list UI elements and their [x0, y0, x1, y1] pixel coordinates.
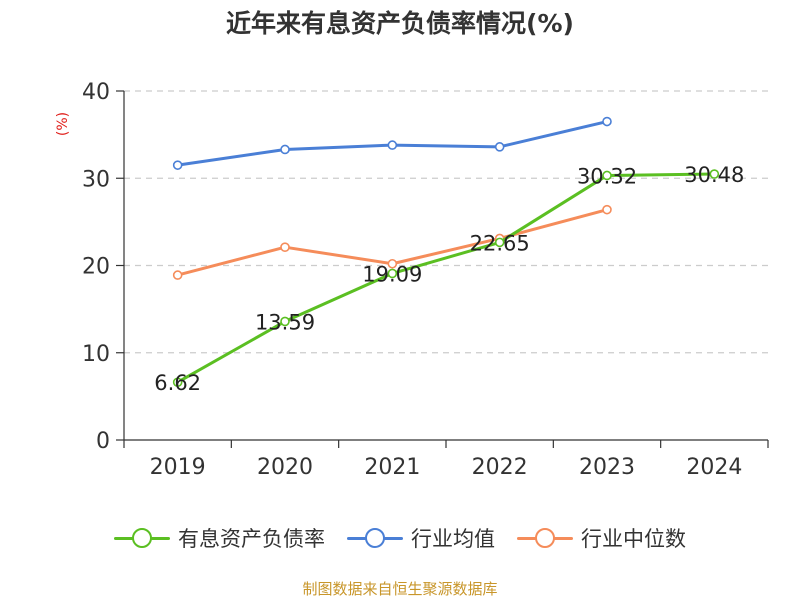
- axes: 0 10 20 30 40 2019 2020 2021 2022 2023 2024: [82, 80, 769, 480]
- data-point: [602, 116, 612, 127]
- legend-label: 有息资产负债率: [178, 527, 325, 551]
- data-point: [172, 160, 183, 170]
- data-point: [172, 270, 183, 280]
- x-tick-label: 2023: [579, 455, 635, 480]
- legend-item[interactable]: 行业均值: [347, 523, 495, 553]
- x-tick-label: 2021: [364, 455, 420, 480]
- y-tick-label: 20: [82, 255, 110, 280]
- chart-title: 近年来有息资产负债率情况(%): [226, 9, 574, 38]
- data-point: [709, 169, 720, 179]
- data-point: [387, 140, 398, 150]
- x-tick-label: 2022: [472, 455, 528, 480]
- source-note: 制图数据来自恒生聚源数据库: [302, 580, 498, 598]
- data-point: [280, 144, 290, 155]
- x-tick-label: 2020: [257, 455, 313, 480]
- series-line: [176, 172, 716, 384]
- x-tick-label: 2024: [686, 455, 742, 480]
- legend: 有息资产负债率 行业均值 行业中位数: [0, 518, 800, 558]
- data-label: 30.32: [577, 164, 637, 188]
- legend-marker-icon: [347, 526, 403, 550]
- data-point: [387, 258, 398, 269]
- legend-label: 行业均值: [411, 527, 495, 551]
- legend-label: 行业中位数: [581, 527, 686, 551]
- data-point: [280, 242, 290, 252]
- y-tick-label: 0: [96, 429, 110, 454]
- legend-marker-icon: [517, 526, 573, 550]
- data-label: 6.62: [154, 371, 201, 395]
- data-point: [494, 237, 505, 248]
- y-tick-label: 10: [82, 342, 110, 367]
- data-point: [172, 377, 183, 388]
- data-point: [602, 170, 612, 181]
- legend-item[interactable]: 行业中位数: [517, 523, 686, 553]
- x-tick-label: 2019: [150, 455, 206, 480]
- legend-marker-icon: [114, 526, 170, 550]
- data-point: [602, 204, 612, 215]
- data-point: [387, 268, 398, 279]
- data-label: 19.09: [362, 262, 422, 286]
- gridlines: [124, 90, 768, 354]
- data-label: 30.48: [684, 163, 744, 187]
- y-tick-label: 30: [82, 167, 110, 192]
- data-labels: 6.62 13.59 19.09 22.65 30.32 30.48: [154, 163, 744, 395]
- data-point: [494, 142, 505, 152]
- data-point: [280, 316, 290, 327]
- y-tick-label: 40: [82, 80, 110, 105]
- data-label: 22.65: [470, 231, 530, 255]
- series: [172, 116, 720, 388]
- data-label: 13.59: [255, 310, 315, 334]
- legend-item[interactable]: 有息资产负债率: [114, 523, 325, 553]
